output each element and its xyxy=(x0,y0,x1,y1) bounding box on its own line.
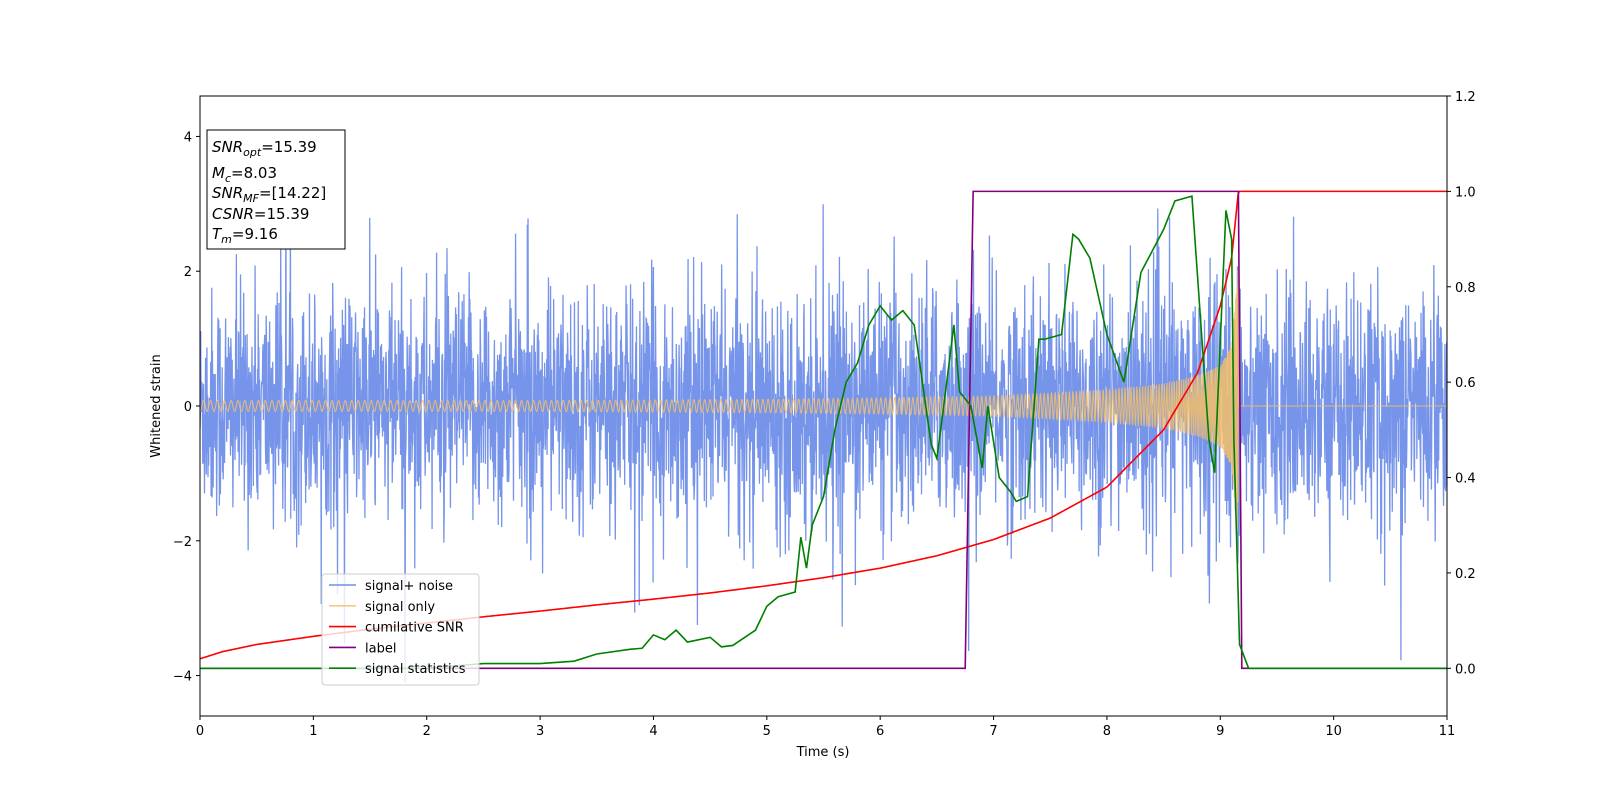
x-tick-label: 4 xyxy=(649,724,657,739)
y-tick-label-left: 4 xyxy=(184,130,192,145)
y-tick-label-right: 0.8 xyxy=(1455,281,1476,296)
info-tm: Tm=9.16 xyxy=(212,225,278,246)
y-tick-label-left: −2 xyxy=(173,535,192,550)
x-tick-label: 11 xyxy=(1439,724,1456,739)
x-tick-label: 9 xyxy=(1216,724,1224,739)
legend: signal+ noise signal only cumilative SNR la… xyxy=(321,573,480,686)
info-box-frame xyxy=(206,129,346,250)
y-tick-label-left: 0 xyxy=(184,400,192,415)
x-tick-label: 2 xyxy=(423,724,431,739)
y-tick-label-right: 0.6 xyxy=(1455,376,1476,391)
y-tick-label-left: 2 xyxy=(184,265,192,280)
y-tick-label-right: 0.4 xyxy=(1455,472,1476,487)
x-tick-label: 8 xyxy=(1103,724,1111,739)
info-snr-mf: SNRMF=[14.22] xyxy=(212,184,326,205)
y-tick-label-right: 1.0 xyxy=(1455,185,1476,200)
y-tick-label-left: −4 xyxy=(173,670,192,685)
legend-label-signal-noise: signal+ noise xyxy=(365,579,453,594)
info-csnr: CSNR=15.39 xyxy=(212,205,309,223)
legend-label-label: label xyxy=(365,641,396,656)
y-tick-label-right: 0.2 xyxy=(1455,567,1476,582)
x-tick-label: 0 xyxy=(196,724,204,739)
legend-label-signal-statistics: signal statistics xyxy=(365,662,466,677)
x-tick-label: 5 xyxy=(763,724,771,739)
series-signal-statistics xyxy=(200,195,1447,670)
ticks: 0 1 2 3 4 5 6 7 8 9 10 11 4 2 0 −2 −4 1.2 1.0 0.8 0.6 0.4 0.2 0… xyxy=(173,90,1476,739)
x-tick-label: 1 xyxy=(309,724,317,739)
y-tick-label-right: 0.0 xyxy=(1455,662,1476,677)
x-tick-label: 7 xyxy=(989,724,997,739)
x-tick-label: 6 xyxy=(876,724,884,739)
y-axis-label: Whitened strain xyxy=(149,354,164,457)
legend-label-signal-only: signal only xyxy=(365,600,435,615)
x-axis-label: Time (s) xyxy=(796,745,850,760)
legend-label-cumilative-snr: cumilative SNR xyxy=(365,621,464,636)
info-mc: Mc=8.03 xyxy=(212,164,277,185)
legend-frame xyxy=(321,573,480,686)
x-tick-label: 10 xyxy=(1325,724,1342,739)
x-tick-label: 3 xyxy=(536,724,544,739)
info-snr-opt: SNRopt=15.39 xyxy=(212,138,317,159)
info-box: SNRopt=15.39 Mc=8.03 SNRMF=[14.22] CSNR=… xyxy=(206,129,346,250)
y-tick-label-right: 1.2 xyxy=(1455,90,1476,105)
